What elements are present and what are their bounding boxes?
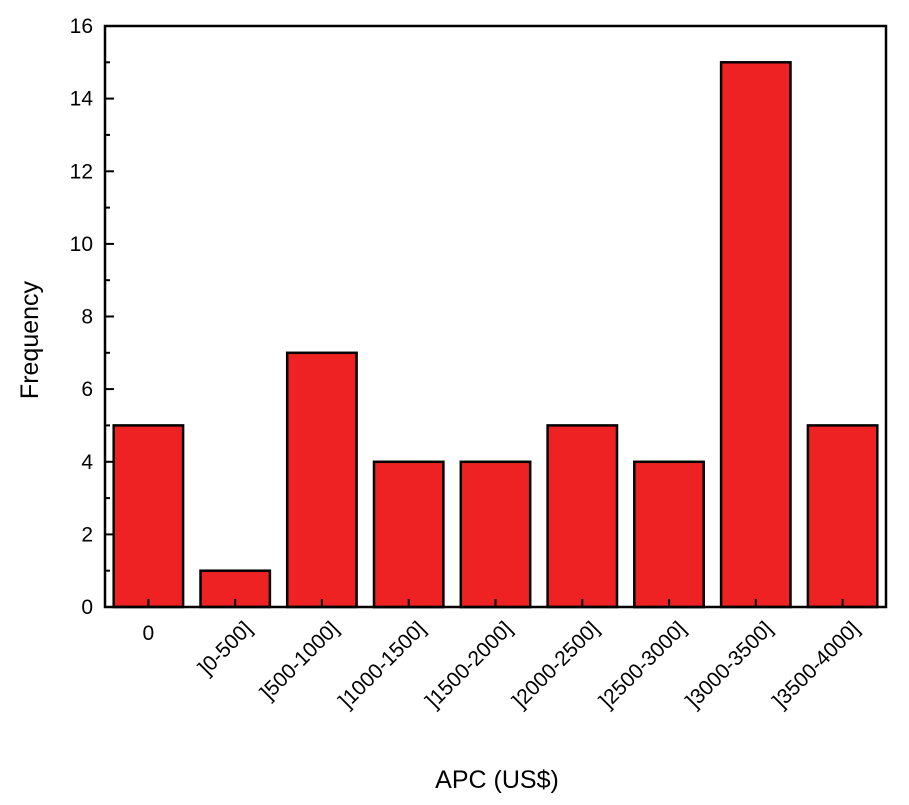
bars-group xyxy=(112,61,879,609)
y-tick-label: 0 xyxy=(81,596,93,619)
x-tick-label: ]1000-1500] xyxy=(335,617,431,713)
y-tick-label: 10 xyxy=(70,233,93,256)
bar xyxy=(372,460,445,609)
y-tick-label: 8 xyxy=(81,306,93,329)
x-tick-label: ]0-500] xyxy=(194,617,257,680)
x-tick-label: ]2000-2500] xyxy=(508,617,604,713)
bar xyxy=(719,61,792,609)
bar xyxy=(806,424,879,609)
x-tick-label: ]3500-4000] xyxy=(769,617,865,713)
y-tick-label: 14 xyxy=(70,88,94,111)
x-tick-label: ]1500-2000] xyxy=(421,617,517,713)
bar xyxy=(285,351,358,609)
y-tick-label: 4 xyxy=(81,451,93,474)
bar xyxy=(112,424,185,609)
y-tick-label: 16 xyxy=(70,15,93,38)
y-axis: 0 2 4 6 8 10 12 14 16 xyxy=(70,15,114,619)
y-tick-label: 12 xyxy=(70,160,93,183)
x-axis-title: APC (US$) xyxy=(435,766,559,794)
bar xyxy=(459,460,532,609)
bar xyxy=(546,424,619,609)
x-axis: 0 ]0-500]]500-1000]]1000-1500]]1500-2000]… xyxy=(143,599,865,713)
y-axis-title: Frequency xyxy=(16,280,44,399)
y-tick-label: 6 xyxy=(81,378,93,401)
bar xyxy=(633,460,705,609)
x-tick-label: ]3000-3500] xyxy=(682,617,778,713)
y-tick-label: 2 xyxy=(81,523,93,546)
x-tick-label: ]500-1000] xyxy=(256,617,343,704)
x-tick-label: 0 xyxy=(143,622,155,645)
x-tick-label: ]2500-3000] xyxy=(595,617,691,713)
